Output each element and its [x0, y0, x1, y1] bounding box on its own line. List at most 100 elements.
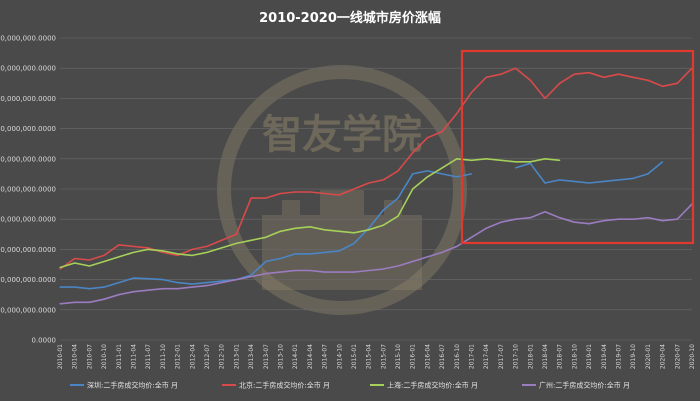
data-point [221, 239, 223, 241]
data-point [338, 194, 340, 196]
data-point [294, 253, 296, 255]
data-point [515, 167, 517, 169]
data-point [162, 288, 164, 290]
data-point [588, 72, 590, 74]
data-point [441, 167, 443, 169]
data-point [573, 221, 576, 223]
data-point [544, 211, 546, 213]
data-point [176, 254, 179, 257]
x-tick-label: 2018-07 [557, 344, 564, 369]
data-point [559, 82, 561, 84]
x-tick-label: 2020-01 [645, 344, 652, 369]
data-point [279, 192, 282, 195]
data-point [74, 301, 76, 303]
series-line-4 [59, 203, 693, 305]
data-point [323, 271, 326, 273]
data-point [470, 173, 473, 175]
data-point [338, 250, 340, 252]
data-point [544, 97, 546, 99]
data-point [88, 259, 90, 261]
data-point [118, 282, 120, 284]
data-point [382, 224, 384, 226]
data-point [162, 279, 164, 281]
data-point [323, 251, 326, 254]
x-tick-label: 2018-10 [571, 344, 578, 369]
legend-label: 上海:二手房成交均价:全市 月 [387, 381, 478, 390]
legend-label: 深圳:二手房成交均价:全市 月 [87, 381, 178, 390]
x-tick-label: 2013-10 [277, 344, 284, 369]
data-point [368, 227, 370, 229]
data-point [426, 137, 429, 139]
data-point [103, 260, 105, 263]
data-point [250, 239, 252, 241]
x-tick-label: 2019-10 [630, 344, 637, 369]
x-tick-label: 2015-04 [366, 344, 373, 369]
data-point [573, 180, 576, 183]
data-point [59, 286, 61, 288]
x-tick-label: 2014-04 [307, 344, 314, 369]
data-point [603, 220, 605, 222]
data-point [632, 218, 634, 220]
data-point [632, 177, 634, 180]
data-point [162, 251, 164, 254]
data-point [426, 170, 429, 172]
data-point [191, 248, 193, 250]
x-tick-label: 2016-10 [454, 344, 461, 369]
data-point [59, 303, 61, 305]
data-point [647, 79, 649, 81]
data-point [147, 248, 149, 250]
data-point [88, 288, 90, 290]
x-tick-label: 2016-07 [439, 344, 446, 369]
y-tick-label: 80,000,000.0000 [0, 95, 56, 103]
chart-title: 2010-2020一线城市房价涨幅 [259, 10, 441, 26]
data-point [206, 282, 208, 284]
data-point [206, 245, 208, 247]
data-point [559, 159, 561, 161]
data-point [382, 209, 384, 211]
data-point [103, 254, 105, 257]
data-point [573, 73, 576, 75]
x-tick-label: 2017-04 [483, 344, 490, 369]
x-tick-label: 2010-04 [72, 344, 79, 369]
data-point [323, 229, 326, 231]
data-point [309, 191, 311, 193]
data-point [441, 173, 443, 175]
x-tick-label: 2010-01 [57, 344, 64, 369]
data-point [485, 76, 487, 78]
data-point [323, 192, 326, 195]
x-tick-label: 2015-01 [351, 344, 358, 369]
data-point [397, 170, 399, 172]
y-tick-label: 30,000,000.0000 [0, 246, 56, 254]
grid-lines [60, 37, 692, 341]
data-point [162, 250, 164, 252]
data-point [368, 269, 370, 272]
data-point [279, 230, 282, 232]
data-point [603, 76, 605, 78]
x-tick-label: 2011-04 [130, 344, 137, 369]
data-point [147, 247, 149, 249]
x-tick-label: 2020-04 [660, 344, 667, 369]
x-tick-label: 2012-04 [189, 344, 196, 369]
y-tick-label: 50,000,000.0000 [0, 186, 56, 194]
x-tick-label: 2019-07 [616, 344, 623, 369]
data-point [470, 236, 473, 238]
data-point [279, 257, 282, 260]
y-tick-label: 90,000,000.0000 [0, 65, 56, 73]
data-point [221, 247, 223, 249]
data-point [132, 277, 135, 279]
x-tick-label: 2020-10 [689, 344, 696, 369]
data-point [500, 221, 502, 223]
data-point [603, 180, 605, 183]
data-point [588, 223, 590, 225]
data-point [118, 256, 120, 258]
x-tick-label: 2015-10 [395, 344, 402, 369]
x-tick-label: 2017-10 [513, 344, 520, 369]
data-point [529, 217, 531, 219]
x-tick-label: 2014-01 [292, 344, 299, 369]
data-point [74, 257, 76, 260]
data-point [617, 73, 620, 75]
data-point [500, 159, 502, 161]
data-point [206, 251, 208, 254]
legend-label: 广州:二手房成交均价:全市 月 [539, 381, 630, 390]
